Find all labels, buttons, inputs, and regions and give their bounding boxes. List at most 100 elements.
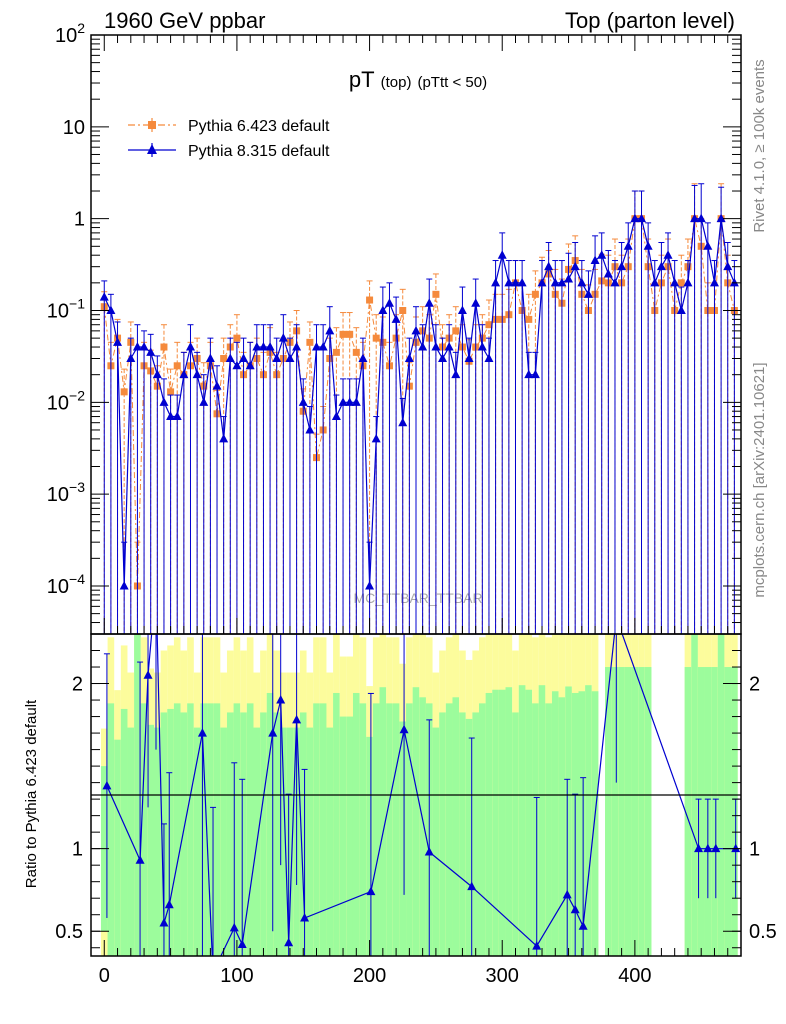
ratio-point — [237, 939, 247, 948]
point-square — [531, 290, 539, 298]
point-square — [372, 334, 380, 342]
ratio-band-inner — [399, 721, 407, 956]
ratio-band-inner — [644, 667, 652, 956]
ratio-ytick-label: 2 — [72, 674, 83, 696]
point-triangle — [305, 424, 315, 434]
point-triangle — [358, 353, 368, 363]
point-triangle — [166, 411, 176, 421]
ytick-exp: −2 — [69, 387, 85, 403]
point-triangle — [331, 411, 341, 421]
ytick-base: 10 — [47, 484, 69, 506]
ratio-point — [229, 922, 239, 932]
ratio-point — [694, 843, 704, 853]
ytick-label: 1 — [74, 209, 85, 231]
point-triangle — [265, 342, 275, 351]
header-left: 1960 GeV ppbar — [104, 8, 265, 33]
ratio-band-inner — [492, 689, 499, 956]
ratio-point — [399, 724, 409, 734]
point-triangle — [637, 213, 647, 223]
ratio-band-inner — [498, 689, 506, 956]
point-triangle — [716, 213, 726, 223]
ratio-band-inner — [731, 667, 738, 956]
ratio-band-inner — [107, 703, 115, 956]
point-triangle — [537, 277, 547, 287]
point-triangle — [132, 342, 142, 351]
ratio-line — [106, 634, 736, 956]
point-triangle — [371, 433, 381, 443]
xtick-label: 0 — [99, 965, 110, 987]
point-square — [346, 330, 354, 338]
point-square — [352, 348, 360, 356]
ytick-label: 102 — [55, 20, 85, 47]
series-line-pythia6 — [103, 218, 735, 587]
point-triangle — [623, 241, 633, 250]
ytick-exp: −4 — [69, 571, 85, 587]
xtick-label: 300 — [486, 965, 519, 987]
ratio-band-inner — [459, 712, 466, 956]
point-triangle — [524, 369, 534, 379]
point-triangle — [192, 369, 202, 379]
legend: Pythia 6.423 default Pythia 8.315 defaul… — [128, 118, 330, 160]
ratio-point — [578, 921, 588, 930]
ratio-band-inner — [120, 708, 128, 956]
point-triangle — [676, 305, 686, 314]
ratio-band-inner — [591, 691, 599, 956]
ratio-band-inner — [551, 691, 559, 956]
point-triangle — [152, 369, 162, 379]
ratio-band-inner — [578, 691, 586, 956]
point-triangle — [225, 353, 235, 363]
point-triangle — [550, 277, 560, 287]
point-square — [173, 362, 181, 370]
point-triangle — [312, 342, 322, 351]
point-triangle — [278, 333, 288, 342]
ratio-series — [102, 612, 741, 977]
point-triangle — [530, 369, 540, 379]
ratio-band-inner — [638, 667, 645, 956]
point-triangle — [232, 360, 242, 370]
point-square — [452, 327, 460, 335]
point-square — [220, 355, 228, 363]
point-square — [366, 296, 374, 304]
ratio-point — [268, 728, 278, 737]
ratio-band-inner — [585, 685, 592, 956]
point-triangle — [404, 353, 414, 363]
point-triangle — [650, 277, 660, 287]
point-square — [677, 279, 685, 287]
mcplots-label: mcplots.cern.ch [arXiv:2401.10621] — [751, 362, 768, 597]
point-triangle — [199, 397, 209, 406]
point-triangle — [258, 342, 268, 351]
ratio-band-inner — [193, 727, 201, 956]
ratio-band-inner — [545, 703, 552, 956]
ratio-band-inner — [280, 727, 287, 956]
ytick-exp: −3 — [69, 479, 85, 495]
point-square — [306, 338, 314, 346]
chart-title-cut: (pTtt < 50) — [417, 74, 487, 91]
ytick-base: 10 — [55, 25, 77, 47]
ratio-band-inner — [412, 687, 420, 956]
point-triangle — [603, 268, 613, 278]
point-square — [485, 321, 493, 329]
ratio-band-inner — [711, 667, 718, 956]
point-square — [160, 343, 168, 351]
point-triangle — [185, 342, 195, 351]
chart-title: pT (top) (pTtt < 50) — [349, 67, 487, 92]
point-triangle — [690, 213, 700, 223]
ratio-band-inner — [253, 727, 261, 956]
ratio-band-inner — [333, 692, 340, 956]
ratio-point — [276, 695, 286, 704]
ratio-band-inner — [558, 697, 566, 956]
legend-label-pythia6: Pythia 6.423 default — [188, 118, 330, 135]
ratio-band-inner — [432, 727, 440, 956]
point-triangle — [205, 353, 215, 363]
ratio-point — [612, 612, 621, 621]
ratio-band-inner — [379, 687, 387, 956]
ytick-label: 10−1 — [47, 295, 85, 322]
ratio-band-inner — [233, 703, 241, 956]
ratio-point — [209, 968, 218, 977]
ratio-ytick-label-right: 2 — [749, 674, 760, 696]
point-triangle — [365, 580, 375, 590]
point-triangle — [656, 261, 666, 271]
point-triangle — [464, 353, 474, 363]
point-square — [525, 315, 533, 323]
